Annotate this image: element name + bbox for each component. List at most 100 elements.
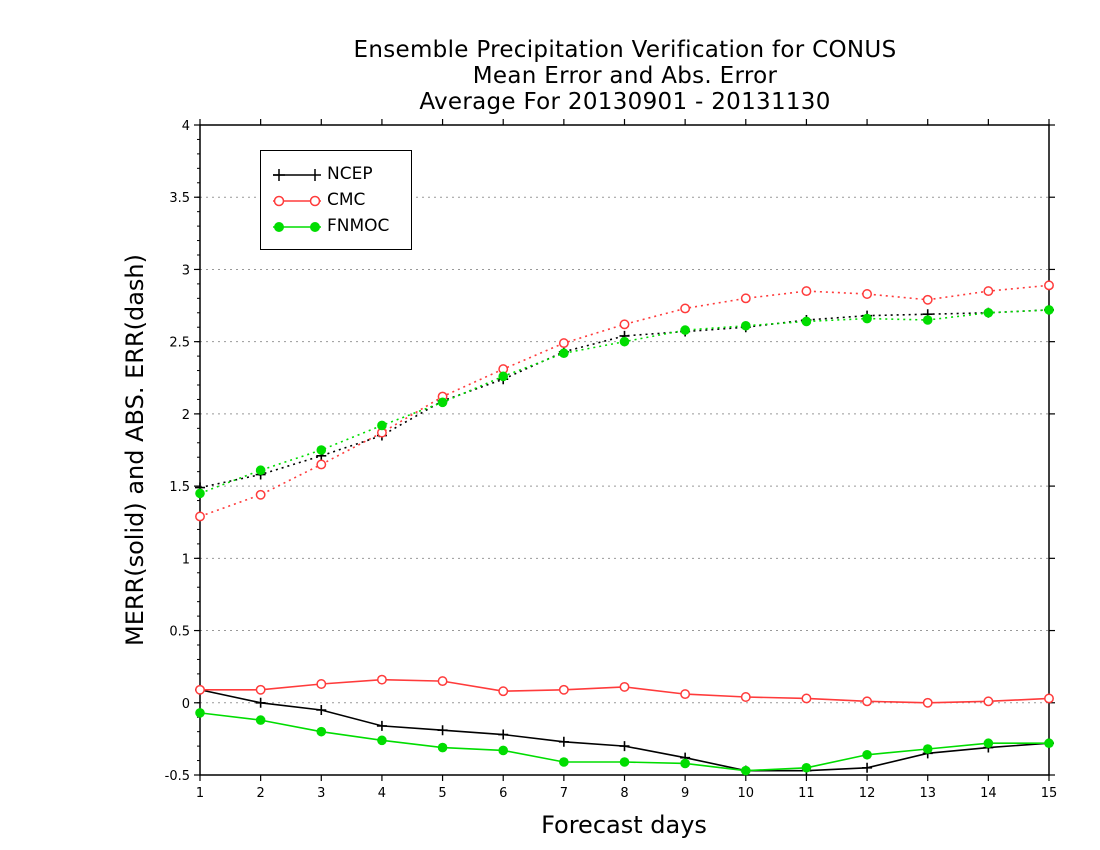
y-tick-label: 0.5 bbox=[169, 625, 190, 640]
y-tick-label: 4 bbox=[182, 119, 190, 134]
fnmoc-abs-error-point bbox=[922, 315, 933, 325]
legend-item-ncep: NCEP bbox=[261, 163, 411, 187]
fnmoc-mean-error-point bbox=[437, 742, 448, 753]
fnmoc-abs-error-point bbox=[680, 325, 690, 335]
cmc-abs-error-point bbox=[680, 303, 691, 314]
fnmoc-mean-error-point bbox=[377, 735, 387, 746]
y-tick-label: 3.5 bbox=[169, 191, 190, 206]
fnmoc-mean-error-point bbox=[983, 738, 994, 749]
fnmoc-mean-error-point bbox=[195, 708, 205, 718]
fnmoc-mean-error-point bbox=[740, 765, 751, 776]
x-tick-label: 7 bbox=[560, 786, 568, 801]
fnmoc-abs-error-point bbox=[559, 348, 569, 359]
ncep-mean-error-point bbox=[498, 729, 509, 740]
x-axis-label: Forecast days bbox=[541, 811, 707, 839]
fnmoc-abs-error-point bbox=[862, 313, 872, 324]
x-tick-label: 3 bbox=[317, 786, 325, 801]
ncep-mean-error-point bbox=[437, 725, 448, 736]
cmc-mean-error-point bbox=[195, 684, 205, 695]
legend-label-cmc: CMC bbox=[327, 190, 366, 210]
cmc-mean-error-point bbox=[801, 693, 812, 704]
fnmoc-abs-error-point bbox=[437, 397, 448, 408]
legend-item-fnmoc: FNMOC bbox=[261, 215, 411, 239]
fnmoc-abs-error-point bbox=[498, 371, 509, 382]
y-tick-label: -0.5 bbox=[165, 769, 190, 784]
chart-subtitle-2: Average For 20130901 - 20131130 bbox=[419, 89, 831, 115]
cmc-mean-error-point bbox=[498, 686, 509, 697]
cmc-mean-error-point bbox=[740, 692, 751, 702]
fnmoc-abs-error-point bbox=[619, 336, 630, 347]
fnmoc-abs-error-point bbox=[255, 465, 266, 476]
ncep-mean-error-point bbox=[862, 762, 873, 773]
x-tick-label: 15 bbox=[1041, 786, 1058, 801]
x-tick-label: 1 bbox=[196, 786, 204, 801]
y-tick-label: 2 bbox=[182, 408, 190, 423]
cmc-mean-error-point bbox=[437, 676, 448, 687]
ncep-mean-error-point bbox=[376, 720, 387, 731]
fnmoc-abs-error-point bbox=[1044, 305, 1054, 315]
legend-item-cmc: CMC bbox=[261, 189, 411, 213]
y-tick-label: 0 bbox=[182, 697, 190, 712]
x-tick-label: 8 bbox=[620, 786, 628, 801]
cmc-mean-error-point bbox=[983, 696, 994, 707]
cmc-abs-error-point bbox=[195, 511, 205, 522]
fnmoc-mean-error-point bbox=[255, 715, 266, 725]
cmc-legend-marker bbox=[273, 195, 321, 207]
x-tick-label: 5 bbox=[438, 786, 446, 801]
y-axis-label: MERR(solid) and ABS. ERR(dash) bbox=[121, 254, 149, 646]
y-tick-label: 2.5 bbox=[169, 336, 190, 351]
ncep-legend-marker bbox=[273, 169, 321, 181]
x-tick-label: 13 bbox=[919, 786, 936, 801]
chart-subtitle-1: Mean Error and Abs. Error bbox=[472, 63, 778, 89]
cmc-abs-error-point bbox=[1044, 280, 1054, 291]
fnmoc-mean-error-point bbox=[680, 758, 690, 769]
series-layer bbox=[195, 280, 1054, 776]
fnmoc-mean-error-point bbox=[862, 749, 872, 760]
cmc-abs-error-point bbox=[862, 289, 873, 299]
x-tick-label: 9 bbox=[681, 786, 689, 801]
fnmoc-mean-error-point bbox=[559, 757, 569, 767]
fnmoc-mean-error-point bbox=[316, 726, 327, 737]
fnmoc-mean-error-point bbox=[801, 762, 812, 773]
cmc-abs-error-point bbox=[316, 459, 327, 470]
cmc-mean-error-point bbox=[255, 684, 266, 695]
fnmoc-abs-error-point bbox=[195, 488, 205, 499]
x-tick-label: 6 bbox=[499, 786, 507, 801]
fnmoc-abs-error-point bbox=[983, 307, 994, 318]
fnmoc-mean-error-point bbox=[619, 757, 630, 767]
y-tick-label: 1 bbox=[182, 552, 190, 567]
x-tick-label: 14 bbox=[980, 786, 997, 801]
ncep-mean-error-point bbox=[619, 741, 630, 752]
series-fnmoc bbox=[195, 305, 1054, 776]
cmc-abs-error-point bbox=[983, 286, 994, 297]
legend-label-ncep: NCEP bbox=[327, 164, 373, 184]
ncep-mean-error-point bbox=[255, 697, 266, 708]
series-cmc bbox=[195, 280, 1054, 708]
fnmoc-mean-error-point bbox=[1044, 738, 1054, 749]
cmc-abs-error-point bbox=[619, 319, 630, 330]
x-tick-label: 2 bbox=[257, 786, 265, 801]
cmc-mean-error-point bbox=[316, 679, 327, 689]
fnmoc-abs-error-point bbox=[316, 445, 327, 455]
fnmoc-abs-error-point bbox=[801, 316, 812, 327]
cmc-abs-error-point bbox=[922, 294, 933, 305]
legend-label-fnmoc: FNMOC bbox=[327, 216, 390, 236]
cmc-mean-error-point bbox=[376, 674, 387, 685]
x-tick-label: 10 bbox=[738, 786, 755, 801]
fnmoc-mean-error-point bbox=[498, 745, 509, 756]
legend: NCEP CMC FNMOC bbox=[260, 150, 412, 250]
cmc-abs-error-point bbox=[740, 293, 751, 304]
cmc-mean-error-point bbox=[680, 689, 691, 700]
cmc-abs-error-point bbox=[801, 286, 812, 297]
x-tick-label: 4 bbox=[378, 786, 386, 801]
x-tick-label: 11 bbox=[798, 786, 815, 801]
grid bbox=[200, 196, 1049, 704]
cmc-mean-error-point bbox=[922, 697, 933, 708]
ncep-mean-error-point bbox=[558, 736, 569, 747]
fnmoc-legend-marker bbox=[273, 222, 321, 232]
cmc-mean-error-point bbox=[1044, 693, 1054, 704]
x-tick-label: 12 bbox=[859, 786, 876, 801]
chart-title: Ensemble Precipitation Verification for … bbox=[353, 37, 897, 63]
cmc-abs-error-point bbox=[255, 489, 266, 500]
